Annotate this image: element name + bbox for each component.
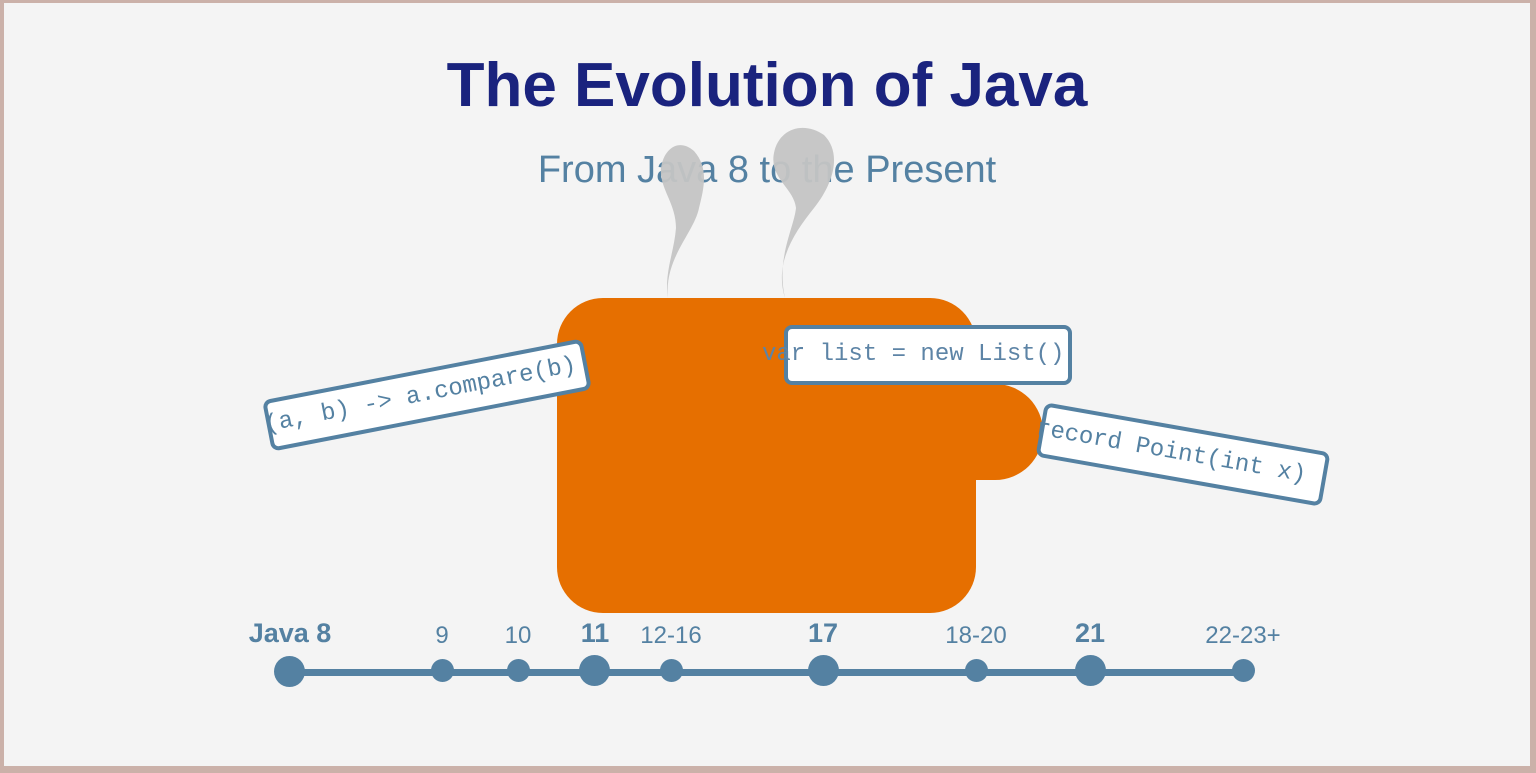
milestone-node — [660, 659, 683, 682]
timeline-line — [290, 669, 1244, 676]
code-snippet-text: var list = new List() — [762, 341, 1065, 368]
timeline: Java 8 9 10 11 12-16 17 18-20 21 22-23+ — [4, 3, 1530, 766]
milestone-label: 22-23+ — [1205, 622, 1281, 649]
milestone-node-major — [579, 655, 610, 686]
milestone-node — [507, 659, 530, 682]
milestone-node-major — [1075, 655, 1106, 686]
page-title: The Evolution of Java — [446, 51, 1088, 120]
milestone-label: 10 — [504, 622, 532, 649]
milestone-label: Java 8 — [248, 618, 332, 648]
steam-icon — [660, 127, 835, 298]
milestone-node — [431, 659, 454, 682]
milestone-node — [965, 659, 988, 682]
milestone-label: 17 — [807, 618, 839, 648]
milestone-node — [1232, 659, 1255, 682]
milestone-label: 12-16 — [640, 622, 702, 649]
milestone-label: 18-20 — [945, 622, 1007, 649]
java-evolution-diagram: The Evolution of Java From Java 8 to the… — [4, 3, 1530, 766]
code-snippet-var: var list = new List() — [762, 325, 1072, 385]
milestone-node-major — [808, 655, 839, 686]
milestone-label: 9 — [435, 622, 449, 649]
milestone-node-major — [274, 656, 305, 687]
milestone-label: 11 — [580, 618, 610, 648]
page-subtitle: From Java 8 to the Present — [537, 149, 997, 191]
milestone-label: 21 — [1074, 618, 1106, 648]
